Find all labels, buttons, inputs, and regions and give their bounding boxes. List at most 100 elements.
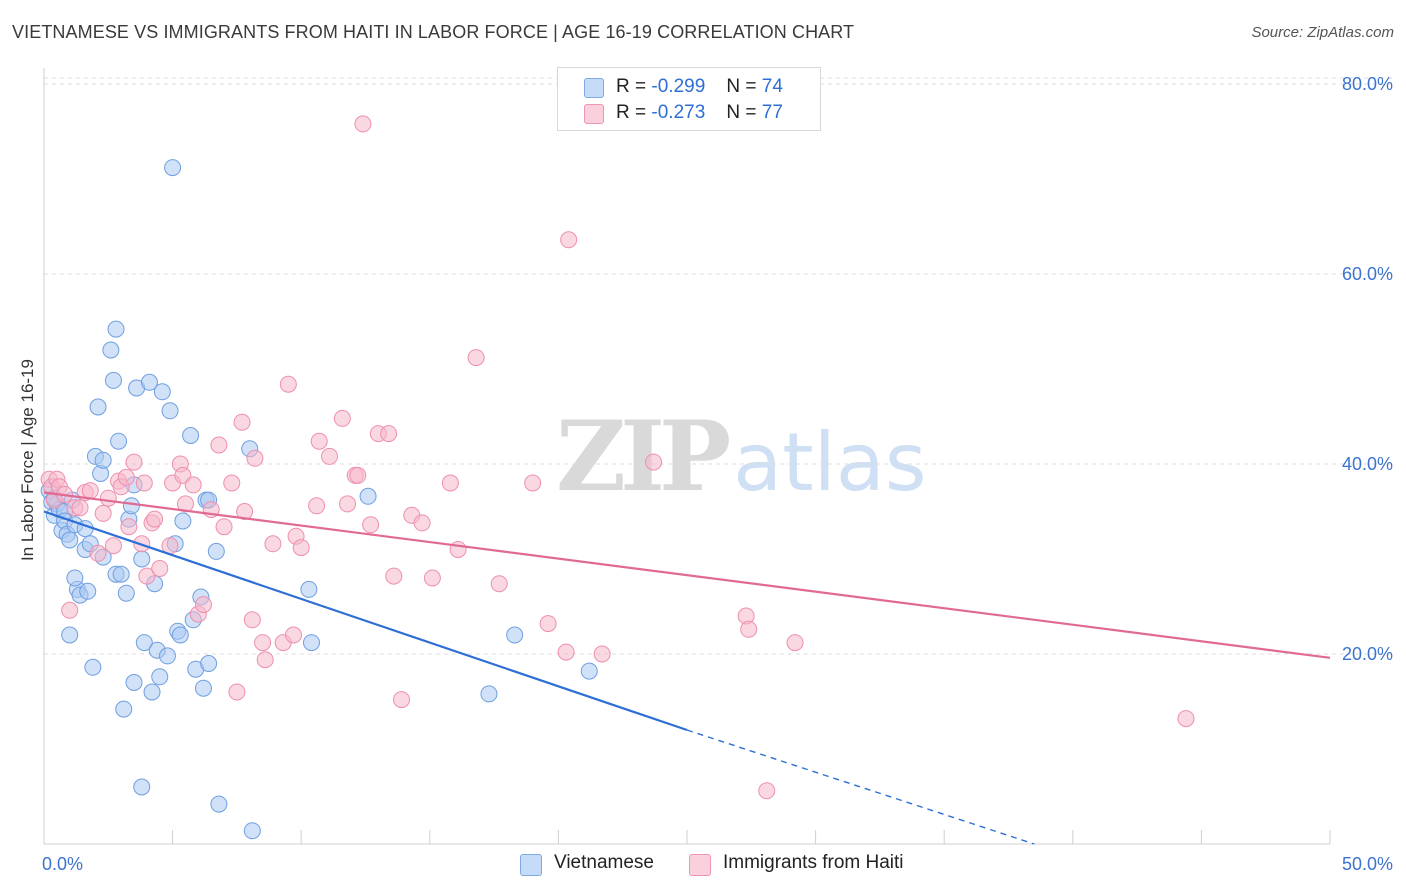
point-haiti	[135, 474, 153, 492]
correlation-legend: R = -0.299 N = 74 R = -0.273 N = 77	[557, 67, 821, 131]
point-vietnamese	[151, 668, 169, 686]
point-vietnamese	[133, 778, 151, 796]
point-haiti	[560, 231, 578, 249]
point-vietnamese	[79, 582, 97, 600]
point-haiti	[338, 495, 356, 513]
legend-r-value: -0.299	[651, 76, 706, 97]
point-vietnamese	[112, 565, 130, 583]
trend-line-extension	[686, 729, 1035, 845]
legend-n-value: 77	[761, 102, 783, 123]
point-vietnamese	[143, 683, 161, 701]
point-vietnamese	[194, 679, 212, 697]
point-vietnamese	[243, 822, 261, 840]
point-haiti	[99, 489, 117, 507]
source-label: Source: ZipAtlas.com	[1251, 24, 1394, 41]
point-vietnamese	[164, 159, 182, 177]
y-tick-label: 20.0%	[1342, 644, 1393, 664]
point-haiti	[243, 611, 261, 629]
point-vietnamese	[158, 647, 176, 665]
point-haiti	[236, 503, 254, 520]
point-vietnamese	[480, 685, 498, 703]
point-vietnamese	[135, 634, 153, 652]
series-legend-label-vietnamese: Vietnamese	[554, 852, 654, 873]
series-legend-swatch-haiti	[689, 854, 711, 876]
point-haiti	[284, 626, 302, 644]
point-haiti	[256, 651, 274, 669]
point-vietnamese	[61, 531, 79, 549]
point-haiti	[758, 782, 776, 800]
point-haiti	[740, 620, 758, 638]
point-haiti	[138, 567, 156, 585]
point-vietnamese	[182, 427, 200, 444]
point-vietnamese	[359, 487, 377, 505]
point-haiti	[228, 683, 246, 701]
point-vietnamese	[133, 550, 151, 568]
point-haiti	[292, 539, 310, 557]
point-haiti	[645, 453, 663, 471]
legend-n-label: N =	[726, 102, 757, 123]
point-haiti	[413, 514, 431, 532]
point-haiti	[524, 474, 542, 492]
point-haiti	[467, 349, 485, 367]
point-vietnamese	[580, 662, 598, 680]
point-vietnamese	[84, 658, 102, 676]
y-tick-label: 60.0%	[1342, 264, 1393, 284]
point-vietnamese	[122, 497, 140, 515]
point-haiti	[593, 645, 611, 663]
point-haiti	[176, 495, 194, 513]
point-haiti	[120, 518, 138, 536]
point-haiti	[539, 615, 557, 633]
point-haiti	[320, 447, 338, 465]
point-haiti	[104, 537, 122, 555]
series-haiti-points	[40, 115, 1195, 800]
point-vietnamese	[117, 584, 135, 602]
point-haiti	[380, 425, 398, 443]
point-vietnamese	[207, 542, 225, 560]
point-vietnamese	[89, 398, 107, 416]
legend-text-haiti: R = -0.273 N = 77	[616, 102, 783, 124]
point-vietnamese	[66, 569, 84, 587]
point-haiti	[233, 413, 251, 431]
point-haiti	[125, 453, 143, 471]
point-vietnamese	[210, 795, 228, 813]
point-haiti	[71, 499, 89, 517]
point-haiti	[385, 567, 403, 585]
point-haiti	[210, 436, 228, 454]
point-haiti	[61, 601, 79, 619]
point-vietnamese	[115, 700, 133, 718]
trend-line-vietnamese	[43, 510, 688, 732]
point-haiti	[557, 643, 575, 661]
point-vietnamese	[174, 512, 192, 530]
point-haiti	[215, 518, 233, 536]
point-vietnamese	[94, 451, 112, 469]
point-vietnamese	[300, 580, 318, 598]
point-vietnamese	[200, 655, 218, 672]
trend-lines	[43, 491, 1331, 845]
legend-n-value: 74	[761, 76, 783, 97]
legend-text-vietnamese: R = -0.299 N = 74	[616, 76, 783, 98]
point-vietnamese	[302, 634, 320, 652]
point-vietnamese	[61, 626, 79, 644]
point-haiti	[146, 510, 164, 528]
legend-swatch-vietnamese	[584, 78, 604, 98]
legend-r-label: R =	[616, 76, 647, 97]
chart-title: VIETNAMESE VS IMMIGRANTS FROM HAITI IN L…	[12, 22, 855, 42]
point-haiti	[423, 569, 441, 587]
point-haiti	[246, 449, 264, 467]
legend-n-label: N =	[726, 76, 757, 97]
tick-labels: 20.0% 40.0% 60.0% 80.0% 0.0% 50.0%	[42, 74, 1393, 874]
legend-r-value: -0.273	[651, 102, 706, 123]
point-haiti	[310, 432, 328, 450]
y-tick-label: 80.0%	[1342, 74, 1393, 94]
y-axis-label-wrap: In Labor Force | Age 16-19	[16, 340, 40, 580]
point-haiti	[308, 497, 326, 515]
point-haiti	[254, 634, 272, 652]
point-haiti	[349, 466, 367, 484]
point-haiti	[786, 634, 804, 652]
point-vietnamese	[506, 626, 524, 644]
point-haiti	[117, 468, 135, 486]
point-haiti	[89, 544, 107, 562]
point-haiti	[393, 691, 411, 709]
point-haiti	[264, 535, 282, 553]
point-vietnamese	[140, 373, 158, 391]
